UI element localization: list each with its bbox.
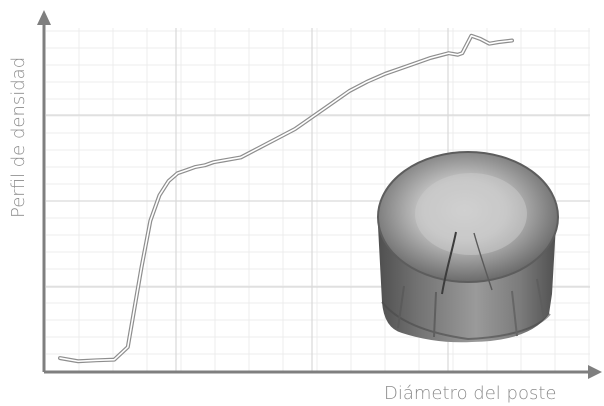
x-axis-arrow-icon	[588, 365, 602, 379]
wood-log-icon	[377, 151, 559, 343]
wood-log-crack-1	[441, 231, 457, 295]
x-axis-label: Diámetro del poste	[384, 383, 556, 404]
y-axis-label: Perfil de densidad	[8, 57, 29, 218]
wood-log-bark-texture-3	[511, 290, 518, 337]
axes-layer	[37, 10, 602, 379]
wood-log-bark-texture-4	[536, 278, 545, 319]
wood-log-bark-texture-2	[433, 291, 437, 338]
wood-log-crack-2	[473, 232, 493, 291]
line-layer	[58, 33, 514, 364]
wood-log-bark-texture-1	[397, 285, 405, 329]
wood-log-heartwood	[415, 173, 527, 255]
density-profile-line-inner	[59, 34, 513, 363]
y-axis-arrow-icon	[37, 10, 51, 25]
